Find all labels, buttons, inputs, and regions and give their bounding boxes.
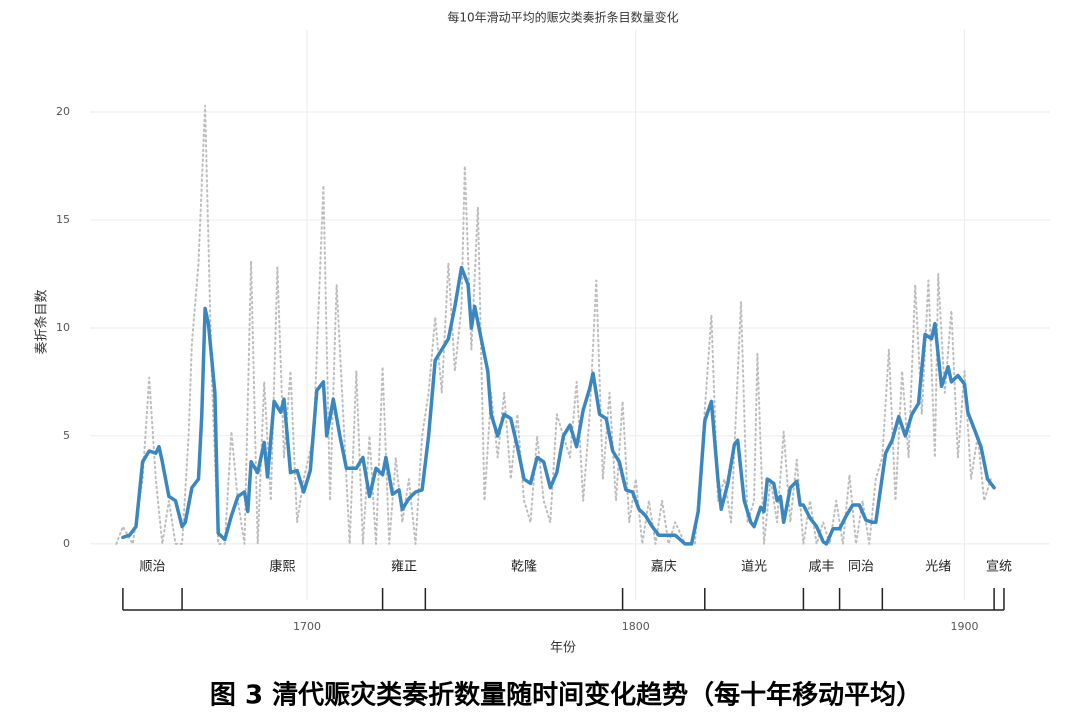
reign-label: 光绪 [925, 560, 951, 575]
x-tick-label: 1700 [293, 620, 321, 633]
y-tick-label: 10 [56, 321, 70, 334]
moving-average-line [121, 265, 996, 546]
y-tick-label: 15 [56, 213, 70, 226]
y-tick-label: 0 [63, 537, 70, 550]
y-axis-label: 奏折条目数 [34, 289, 50, 354]
x-tick-label: 1800 [622, 620, 650, 633]
reign-label: 宣统 [986, 559, 1012, 575]
reign-label: 咸丰 [808, 560, 834, 575]
reign-label: 顺治 [139, 560, 165, 575]
caption: 图 3 清代赈灾类奏折数量随时间变化趋势（每十年移动平均） [210, 680, 922, 711]
grid [90, 30, 1050, 600]
reign-label: 嘉庆 [651, 560, 677, 575]
chart-title: 每10年滑动平均的赈灾类奏折条目数量变化 [447, 10, 678, 25]
x-tick-label: 1900 [951, 620, 979, 633]
reign-label: 康熙 [269, 559, 295, 575]
raw-line [115, 104, 992, 545]
reign-label: 乾隆 [511, 560, 537, 575]
y-tick-label: 5 [63, 429, 70, 442]
reign-label: 同治 [848, 560, 874, 575]
y-tick-label: 20 [56, 105, 70, 118]
x-axis-label: 年份 [550, 641, 576, 656]
reign-label: 雍正 [391, 559, 417, 575]
reign-label: 道光 [741, 560, 767, 575]
